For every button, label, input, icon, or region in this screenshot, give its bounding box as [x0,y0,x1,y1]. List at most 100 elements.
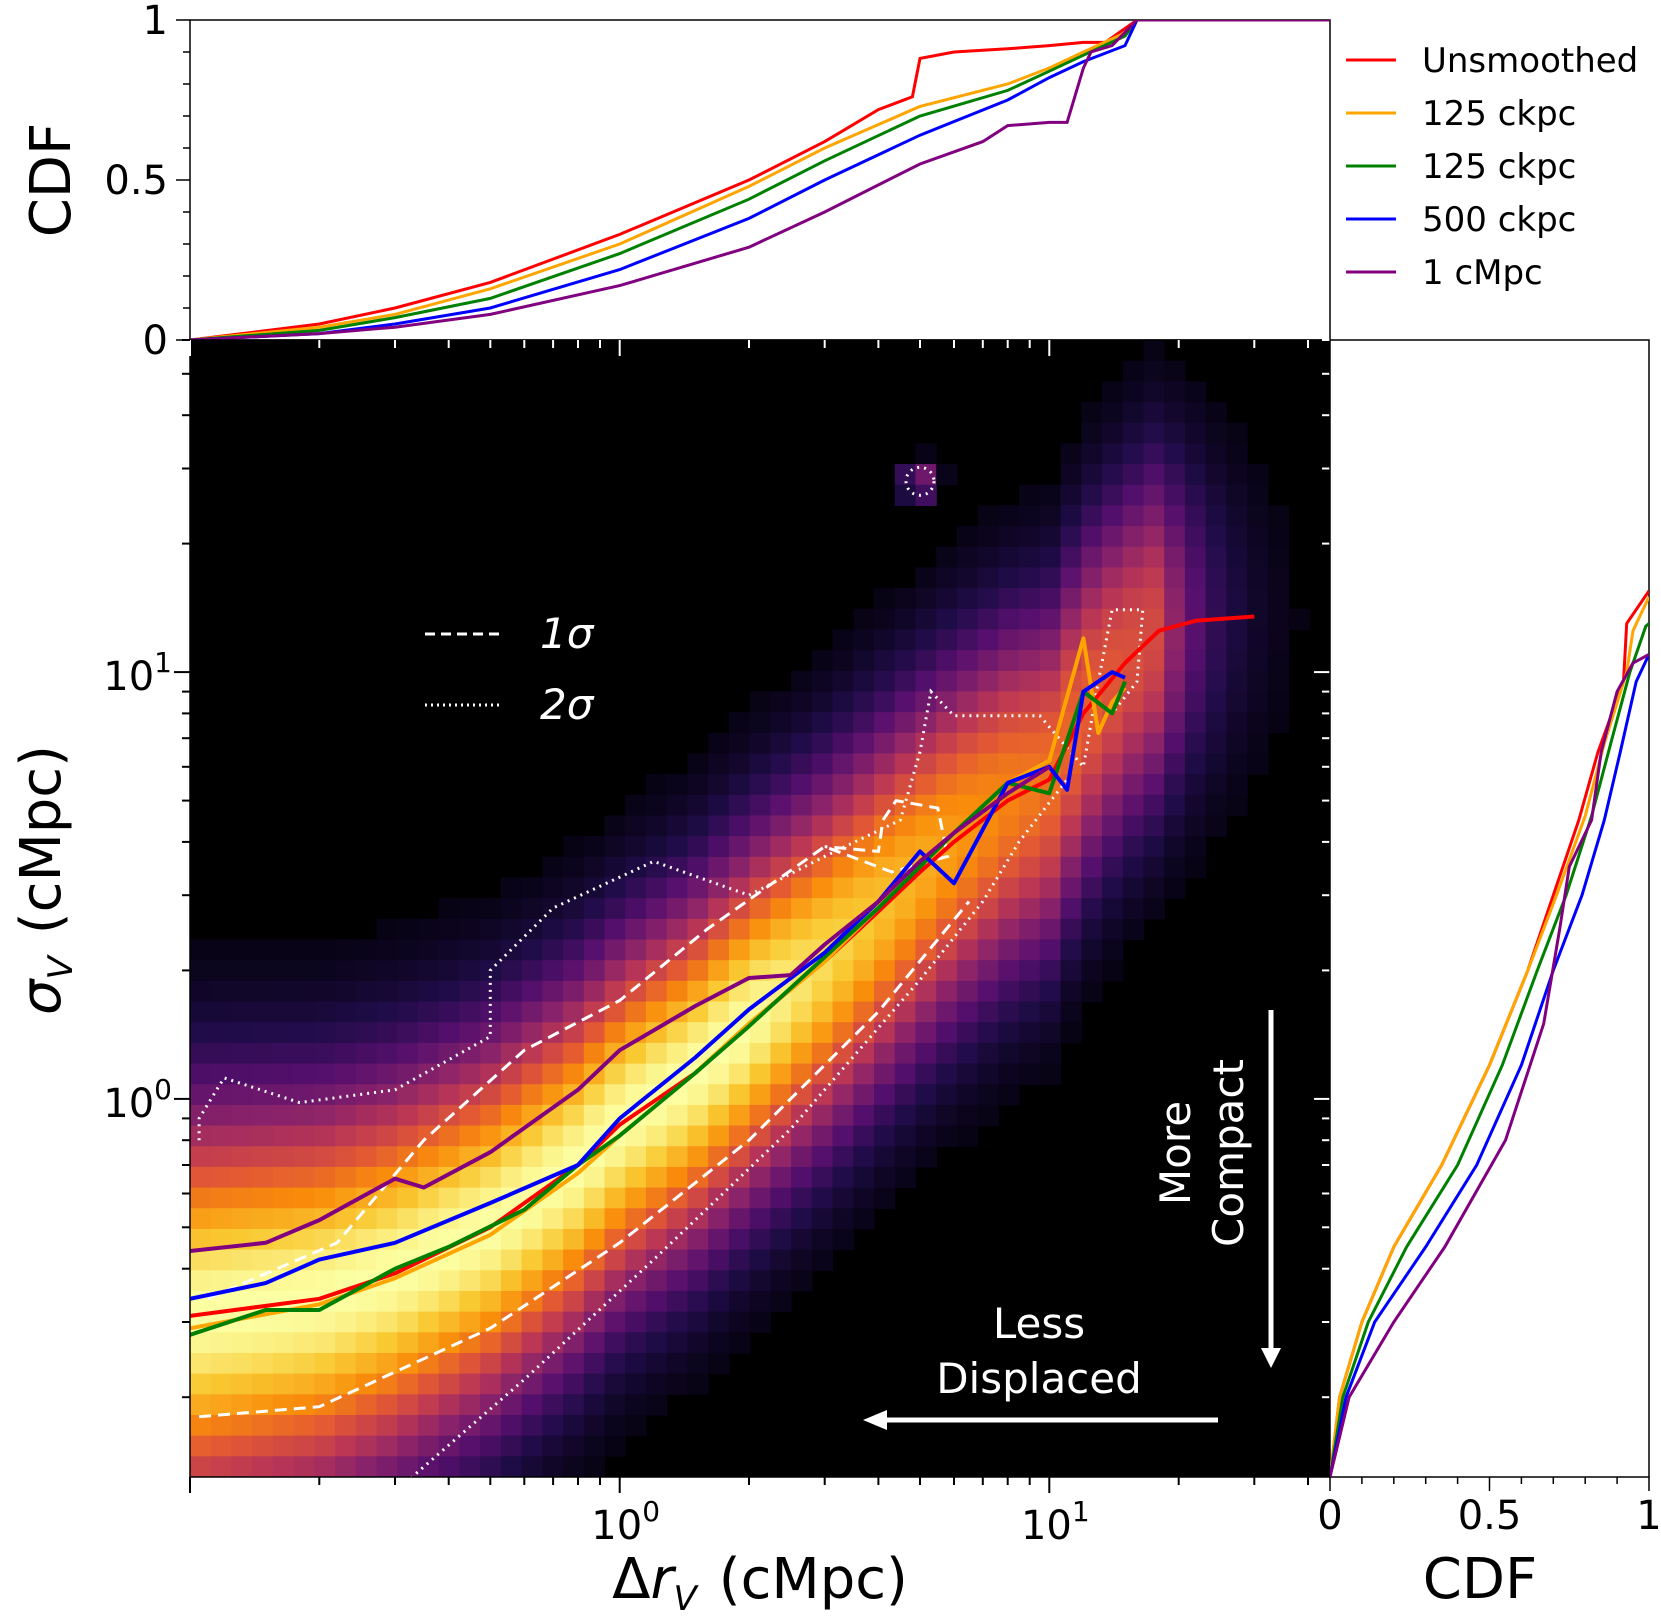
heatmap-cell [749,1187,771,1209]
heatmap-cell [749,712,771,734]
heatmap-cell [708,1311,730,1333]
heatmap-cell [977,1022,999,1044]
heatmap-cell [791,1146,813,1168]
heatmap-cell [1102,939,1124,961]
heatmap-cell [314,1311,336,1333]
heatmap-cell [1226,794,1248,817]
heatmap-cell [521,1270,543,1292]
heatmap-cell [1143,629,1165,651]
heatmap-cell [998,815,1020,837]
heatmap-cell [542,1394,564,1416]
heatmap-cell [1143,856,1165,879]
heatmap-cell [252,1146,274,1168]
median-line [190,680,1127,1337]
heatmap-cell [708,1001,730,1023]
heatmap-cell [687,1332,709,1354]
heatmap-cell [418,1373,440,1395]
heatmap-cell [956,877,979,899]
heatmap-cell [770,918,792,941]
heatmap-cell [1019,629,1041,651]
heatmap-cell [604,1022,626,1044]
heatmap-cell [687,1373,709,1395]
heatmap-cell [376,1146,398,1168]
heatmap-cell [190,1352,212,1375]
heatmap-cell [604,1187,626,1209]
heatmap-cell [480,1063,502,1085]
heatmap-cell [583,960,606,982]
heatmap-cell [335,1146,357,1168]
heatmap-cell [1039,836,1062,858]
cdf-line [190,20,1330,340]
right-panel-frame [1329,339,1650,1478]
heatmap-cell [1102,505,1124,527]
heatmap-cell [956,898,979,920]
heatmap-cell [397,1456,419,1477]
heatmap-cell [646,1187,668,1209]
heatmap-cell [190,1022,212,1044]
heatmap-cell [500,1228,523,1251]
heatmap-cell [1081,939,1103,961]
heatmap-cell [604,856,626,879]
heatmap-cell [666,856,689,879]
heatmap-cell [708,918,730,941]
heatmap-cell [894,608,917,631]
heatmap-cell [749,877,771,899]
heatmap-cell [625,918,647,941]
heatmap-cell [956,732,979,755]
heatmap-cell [563,1394,585,1416]
heatmap-cell [749,753,771,775]
heatmap-cell [687,815,709,837]
heatmap-cell [1081,980,1103,1003]
main-ylabel: σV(cMpc) [9,745,81,1015]
heatmap-cell [335,1394,357,1416]
heatmap-cell [936,939,958,961]
heatmap-cell [894,1001,917,1023]
heatmap-cell [770,1290,792,1313]
heatmap-cell [314,1394,336,1416]
heatmap-cell [438,1084,461,1106]
heatmap-cell [314,980,336,1003]
heatmap-cell [956,1022,979,1044]
heatmap-cell [749,856,771,879]
x-tick-label: 101 [1021,1495,1090,1549]
right-panel-ticks: 0 0.5 1 [1317,1477,1661,1539]
heatmap-cell [977,629,999,651]
heatmap-cell [542,1456,564,1477]
heatmap-cell [272,1166,295,1189]
heatmap-cell [646,1290,668,1313]
heatmap-cell [397,1022,419,1044]
heatmap-cell [832,753,854,775]
heatmap-cell [770,836,792,858]
heatmap-cell [728,1001,751,1023]
heatmap-cell [1122,650,1145,672]
heatmap-cell [459,960,481,982]
heatmap-cell [583,1311,606,1333]
heatmap-cell [728,732,751,755]
heatmap-cell [231,939,253,961]
heatmap-cell [956,939,979,961]
heatmap-cell [811,1146,834,1168]
heatmap-cell [1122,484,1145,506]
heatmap-cell [1143,340,1165,362]
heatmap-cell [397,918,419,941]
heatmap-cell [1060,815,1082,837]
heatmap-cell [1205,712,1227,734]
heatmap-cell [604,1166,626,1189]
heatmap-cell [355,980,378,1003]
heatmap-cell [583,1435,606,1457]
heatmap-cell [728,753,751,775]
heatmap-cell [521,939,543,961]
heatmap-cell [832,1001,854,1023]
heatmap-cell [563,1290,585,1313]
x-tick-label: 100 [591,1495,660,1549]
heatmap-cell [811,918,834,941]
heatmap-cell [977,608,999,631]
heatmap-cell [936,1084,958,1106]
heatmap-cell [915,774,937,796]
heatmap-cell [1081,877,1103,899]
main-median-lines [190,614,1255,1337]
heatmap-cell [936,1042,958,1065]
heatmap-cell [1102,794,1124,817]
compact-annotation: More Compact [1151,1010,1281,1368]
heatmap-cell [1164,670,1186,693]
